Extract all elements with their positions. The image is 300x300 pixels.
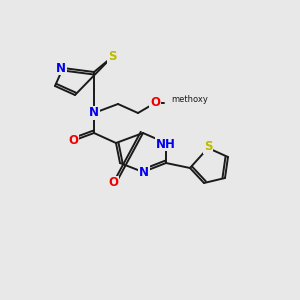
Text: O: O	[150, 97, 160, 110]
Text: S: S	[108, 50, 116, 64]
Text: methoxy: methoxy	[171, 94, 208, 103]
Text: N: N	[56, 61, 66, 74]
Text: S: S	[204, 140, 212, 154]
Text: N: N	[89, 106, 99, 119]
Text: O: O	[108, 176, 118, 190]
Text: O: O	[68, 134, 78, 146]
Text: N: N	[139, 166, 149, 178]
Text: NH: NH	[156, 137, 176, 151]
